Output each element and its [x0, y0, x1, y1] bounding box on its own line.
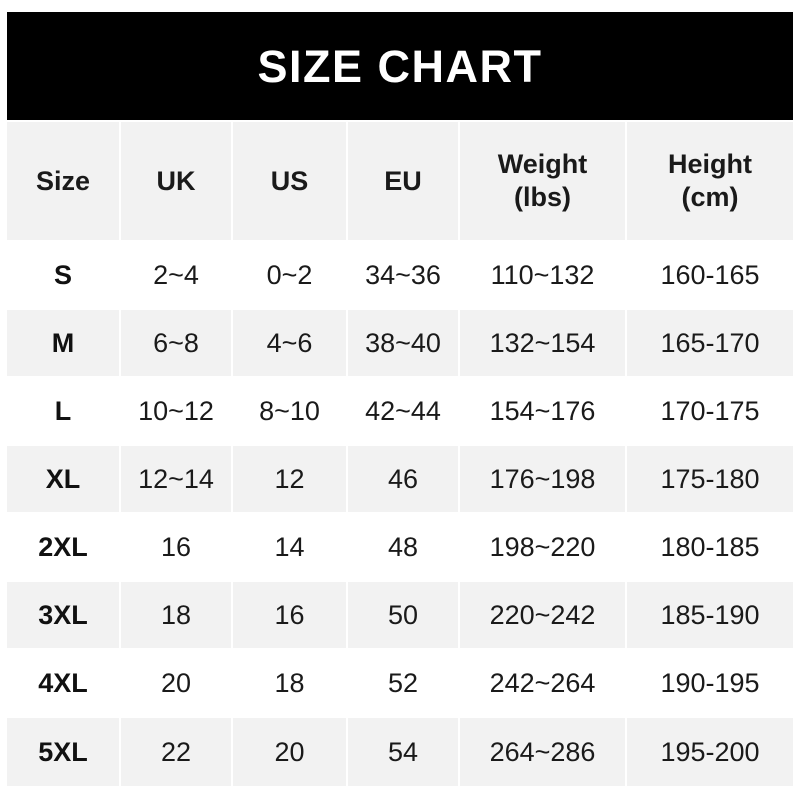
- column-header-height-line2: (cm): [681, 182, 739, 212]
- column-header-weight-line1: Weight: [497, 149, 588, 180]
- cell-eu: 54: [348, 718, 460, 786]
- column-header-size: Size: [7, 122, 121, 242]
- column-header-uk-line1: UK: [156, 165, 196, 196]
- cell-eu: 34~36: [348, 242, 460, 310]
- cell-uk: 10~12: [121, 378, 233, 446]
- table-row: 2XL 16 14 48 198~220 180-185: [7, 514, 793, 582]
- cell-weight: 110~132: [460, 242, 627, 310]
- column-header-weight: Weight (lbs): [460, 122, 627, 242]
- column-header-eu-line1: EU: [384, 165, 422, 196]
- cell-weight: 132~154: [460, 310, 627, 378]
- size-chart-table: Size UK US EU Weight (lbs) Height (cm): [7, 122, 793, 786]
- cell-size: L: [7, 378, 121, 446]
- cell-us: 16: [233, 582, 348, 650]
- column-header-height-line1: Height: [668, 149, 752, 180]
- table-row: 3XL 18 16 50 220~242 185-190: [7, 582, 793, 650]
- table-body: S 2~4 0~2 34~36 110~132 160-165 M 6~8 4~…: [7, 242, 793, 786]
- table-header: Size UK US EU Weight (lbs) Height (cm): [7, 122, 793, 242]
- cell-height: 190-195: [627, 650, 793, 718]
- header-row: Size UK US EU Weight (lbs) Height (cm): [7, 122, 793, 242]
- cell-weight: 154~176: [460, 378, 627, 446]
- column-header-height: Height (cm): [627, 122, 793, 242]
- column-header-us-line1: US: [270, 165, 309, 196]
- cell-us: 0~2: [233, 242, 348, 310]
- cell-size: 5XL: [7, 718, 121, 786]
- page-title: SIZE CHART: [257, 40, 543, 92]
- cell-weight: 176~198: [460, 446, 627, 514]
- cell-size: XL: [7, 446, 121, 514]
- column-header-us: US: [233, 122, 348, 242]
- table-row: M 6~8 4~6 38~40 132~154 165-170: [7, 310, 793, 378]
- cell-weight: 264~286: [460, 718, 627, 786]
- table-row: S 2~4 0~2 34~36 110~132 160-165: [7, 242, 793, 310]
- cell-weight: 242~264: [460, 650, 627, 718]
- cell-height: 175-180: [627, 446, 793, 514]
- cell-size: S: [7, 242, 121, 310]
- cell-eu: 48: [348, 514, 460, 582]
- cell-us: 4~6: [233, 310, 348, 378]
- cell-uk: 12~14: [121, 446, 233, 514]
- title-banner: SIZE CHART: [7, 12, 793, 120]
- cell-eu: 52: [348, 650, 460, 718]
- cell-size: 2XL: [7, 514, 121, 582]
- table-row: 5XL 22 20 54 264~286 195-200: [7, 718, 793, 786]
- cell-height: 180-185: [627, 514, 793, 582]
- cell-weight: 220~242: [460, 582, 627, 650]
- cell-uk: 2~4: [121, 242, 233, 310]
- table-row: XL 12~14 12 46 176~198 175-180: [7, 446, 793, 514]
- table-row: L 10~12 8~10 42~44 154~176 170-175: [7, 378, 793, 446]
- cell-uk: 20: [121, 650, 233, 718]
- cell-uk: 6~8: [121, 310, 233, 378]
- cell-uk: 18: [121, 582, 233, 650]
- cell-us: 20: [233, 718, 348, 786]
- column-header-uk: UK: [121, 122, 233, 242]
- cell-weight: 198~220: [460, 514, 627, 582]
- cell-uk: 16: [121, 514, 233, 582]
- column-header-weight-line2: (lbs): [514, 182, 571, 212]
- column-header-size-line1: Size: [35, 165, 91, 196]
- cell-us: 18: [233, 650, 348, 718]
- cell-eu: 42~44: [348, 378, 460, 446]
- cell-eu: 50: [348, 582, 460, 650]
- cell-us: 14: [233, 514, 348, 582]
- cell-height: 195-200: [627, 718, 793, 786]
- column-header-eu: EU: [348, 122, 460, 242]
- cell-eu: 38~40: [348, 310, 460, 378]
- table-row: 4XL 20 18 52 242~264 190-195: [7, 650, 793, 718]
- cell-uk: 22: [121, 718, 233, 786]
- cell-us: 12: [233, 446, 348, 514]
- cell-eu: 46: [348, 446, 460, 514]
- cell-height: 185-190: [627, 582, 793, 650]
- cell-us: 8~10: [233, 378, 348, 446]
- cell-height: 170-175: [627, 378, 793, 446]
- cell-height: 165-170: [627, 310, 793, 378]
- cell-size: M: [7, 310, 121, 378]
- cell-size: 4XL: [7, 650, 121, 718]
- cell-size: 3XL: [7, 582, 121, 650]
- cell-height: 160-165: [627, 242, 793, 310]
